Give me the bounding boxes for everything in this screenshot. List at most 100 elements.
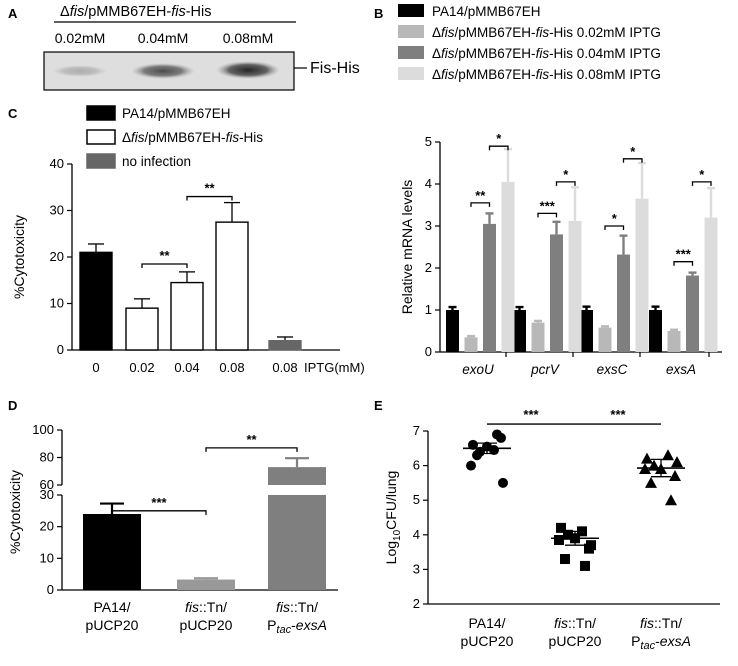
b-significance-bracket — [691, 181, 712, 186]
e-point-square — [556, 522, 566, 533]
e-point-triangle — [641, 452, 653, 464]
e-y-tick-label: 5 — [413, 492, 420, 507]
d-bar-upper — [268, 467, 326, 485]
e-point-square — [560, 554, 570, 565]
e-x-tick-label: fis::Tn/ — [640, 615, 682, 631]
b-significance-label: *** — [540, 198, 556, 213]
e-x-tick-label: Ptac-exsA — [631, 633, 691, 652]
b-bar — [568, 220, 582, 352]
c-y-tick-label: 20 — [50, 249, 64, 264]
panel-c: C PA14/pMMB67EH Δfis/pMMB67EH-fis-His no i… — [8, 105, 365, 375]
e-point-triangle — [671, 456, 683, 468]
b-significance-label: * — [563, 167, 569, 182]
d-y-tick-label: 60 — [40, 477, 54, 492]
c-x-tick-label: 0.08 — [219, 360, 244, 375]
lane-label-2: 0.04mM — [138, 30, 189, 46]
legend-c-label-2: Δfis/pMMB67EH-fis-His — [122, 130, 263, 145]
e-significance-label: *** — [610, 407, 626, 422]
e-y-tick-label: 2 — [413, 596, 420, 611]
e-x-tick-label: pUCP20 — [461, 633, 514, 649]
c-x-axis-title: IPTG(mM) — [304, 360, 365, 375]
e-point-square — [563, 529, 573, 540]
d-bar — [177, 579, 235, 590]
lane-label-1: 0.02mM — [55, 30, 106, 46]
c-bar — [79, 251, 113, 351]
c-significance-bracket — [186, 195, 233, 201]
b-significance-bracket — [555, 181, 576, 186]
d-significance-label: *** — [151, 495, 167, 510]
e-point-circle — [492, 429, 502, 440]
c-bar — [268, 340, 302, 351]
b-y-tick-label: 3 — [425, 218, 432, 233]
panel-label-c: C — [8, 106, 18, 121]
c-y-axis-title: %Cytotoxicity — [11, 215, 27, 299]
e-point-circle — [468, 439, 478, 450]
d-x-tick-label: Ptac-exsA — [267, 617, 327, 636]
d-y-tick-label: 100 — [32, 422, 54, 437]
panel-a: A Δfis/pMMB67EH-fis-His 0.02mM 0.04mM 0.… — [8, 4, 360, 91]
legend-b-swatch-1 — [398, 4, 424, 17]
b-significance-bracket — [470, 202, 491, 207]
b-bar — [686, 275, 699, 352]
legend-b-label-3: Δfis/pMMB67EH-fis-His 0.04mM IPTG — [432, 46, 661, 61]
d-y-axis-title: %Cytotoxicity — [7, 470, 23, 554]
d-y-tick-label: 0 — [47, 582, 54, 597]
b-bar — [446, 310, 459, 352]
b-x-tick-label: pcrV — [530, 362, 561, 377]
d-x-tick-label: pUCP20 — [86, 617, 139, 633]
d-x-tick-label: PA14/ — [93, 599, 130, 615]
legend-b-swatch-2 — [398, 25, 424, 38]
e-point-triangle — [665, 494, 677, 506]
c-bar — [170, 281, 204, 351]
western-band-2 — [131, 63, 195, 79]
e-point-circle — [466, 460, 476, 471]
e-point-triangle — [662, 449, 674, 461]
e-y-tick-label: 3 — [413, 561, 420, 576]
western-title: Δfis/pMMB67EH-fis-His — [60, 4, 212, 20]
legend-b-label-4: Δfis/pMMB67EH-fis-His 0.08mM IPTG — [432, 67, 661, 82]
e-y-tick-label: 7 — [413, 423, 420, 438]
e-point-square — [554, 534, 564, 545]
c-x-tick-label: 0.08 — [272, 360, 297, 375]
legend-c-label-1: PA14/pMMB67EH — [122, 106, 231, 121]
b-x-tick-label: exsA — [666, 362, 696, 377]
b-significance-bracket — [488, 145, 509, 151]
b-significance-label: ** — [475, 188, 486, 203]
b-bar — [649, 310, 662, 352]
b-y-tick-label: 4 — [425, 176, 432, 191]
b-significance-label: *** — [676, 247, 692, 262]
c-bar — [125, 307, 159, 351]
panel-label-b: B — [374, 6, 383, 21]
e-x-tick-label: PA14/ — [468, 615, 505, 631]
d-y-tick-label: 80 — [40, 450, 54, 465]
d-x-tick-label: pUCP20 — [180, 617, 233, 633]
b-bar — [635, 198, 649, 352]
d-significance-label: ** — [246, 432, 257, 447]
c-y-tick-label: 40 — [50, 156, 64, 171]
c-significance-bracket — [141, 263, 188, 268]
c-x-tick-label: 0.02 — [129, 360, 154, 375]
b-x-tick-label: exsC — [597, 362, 628, 377]
western-band-3 — [216, 61, 280, 79]
b-y-tick-label: 5 — [425, 134, 432, 149]
c-x-tick-label: 0.04 — [174, 360, 199, 375]
e-point-square — [586, 540, 596, 551]
b-bar — [531, 322, 545, 352]
b-bar — [667, 331, 681, 352]
d-significance-bracket — [111, 510, 207, 515]
b-y-tick-label: 2 — [425, 260, 432, 275]
e-x-tick-label: fis::Tn/ — [554, 615, 596, 631]
b-significance-label: * — [612, 211, 618, 226]
d-y-tick-label: 10 — [40, 550, 54, 565]
c-significance-label: ** — [204, 181, 215, 196]
legend-b-label-2: Δfis/pMMB67EH-fis-His 0.02mM IPTG — [432, 25, 661, 40]
legend-b-swatch-4 — [398, 67, 424, 80]
e-significance-label: *** — [523, 407, 539, 422]
b-bar — [580, 310, 593, 352]
panel-b-legend: B PA14/pMMB67EH Δfis/pMMB67EH-fis-His 0.0… — [374, 4, 661, 82]
legend-c-label-3: no infection — [122, 154, 191, 169]
b-bar — [704, 217, 718, 352]
